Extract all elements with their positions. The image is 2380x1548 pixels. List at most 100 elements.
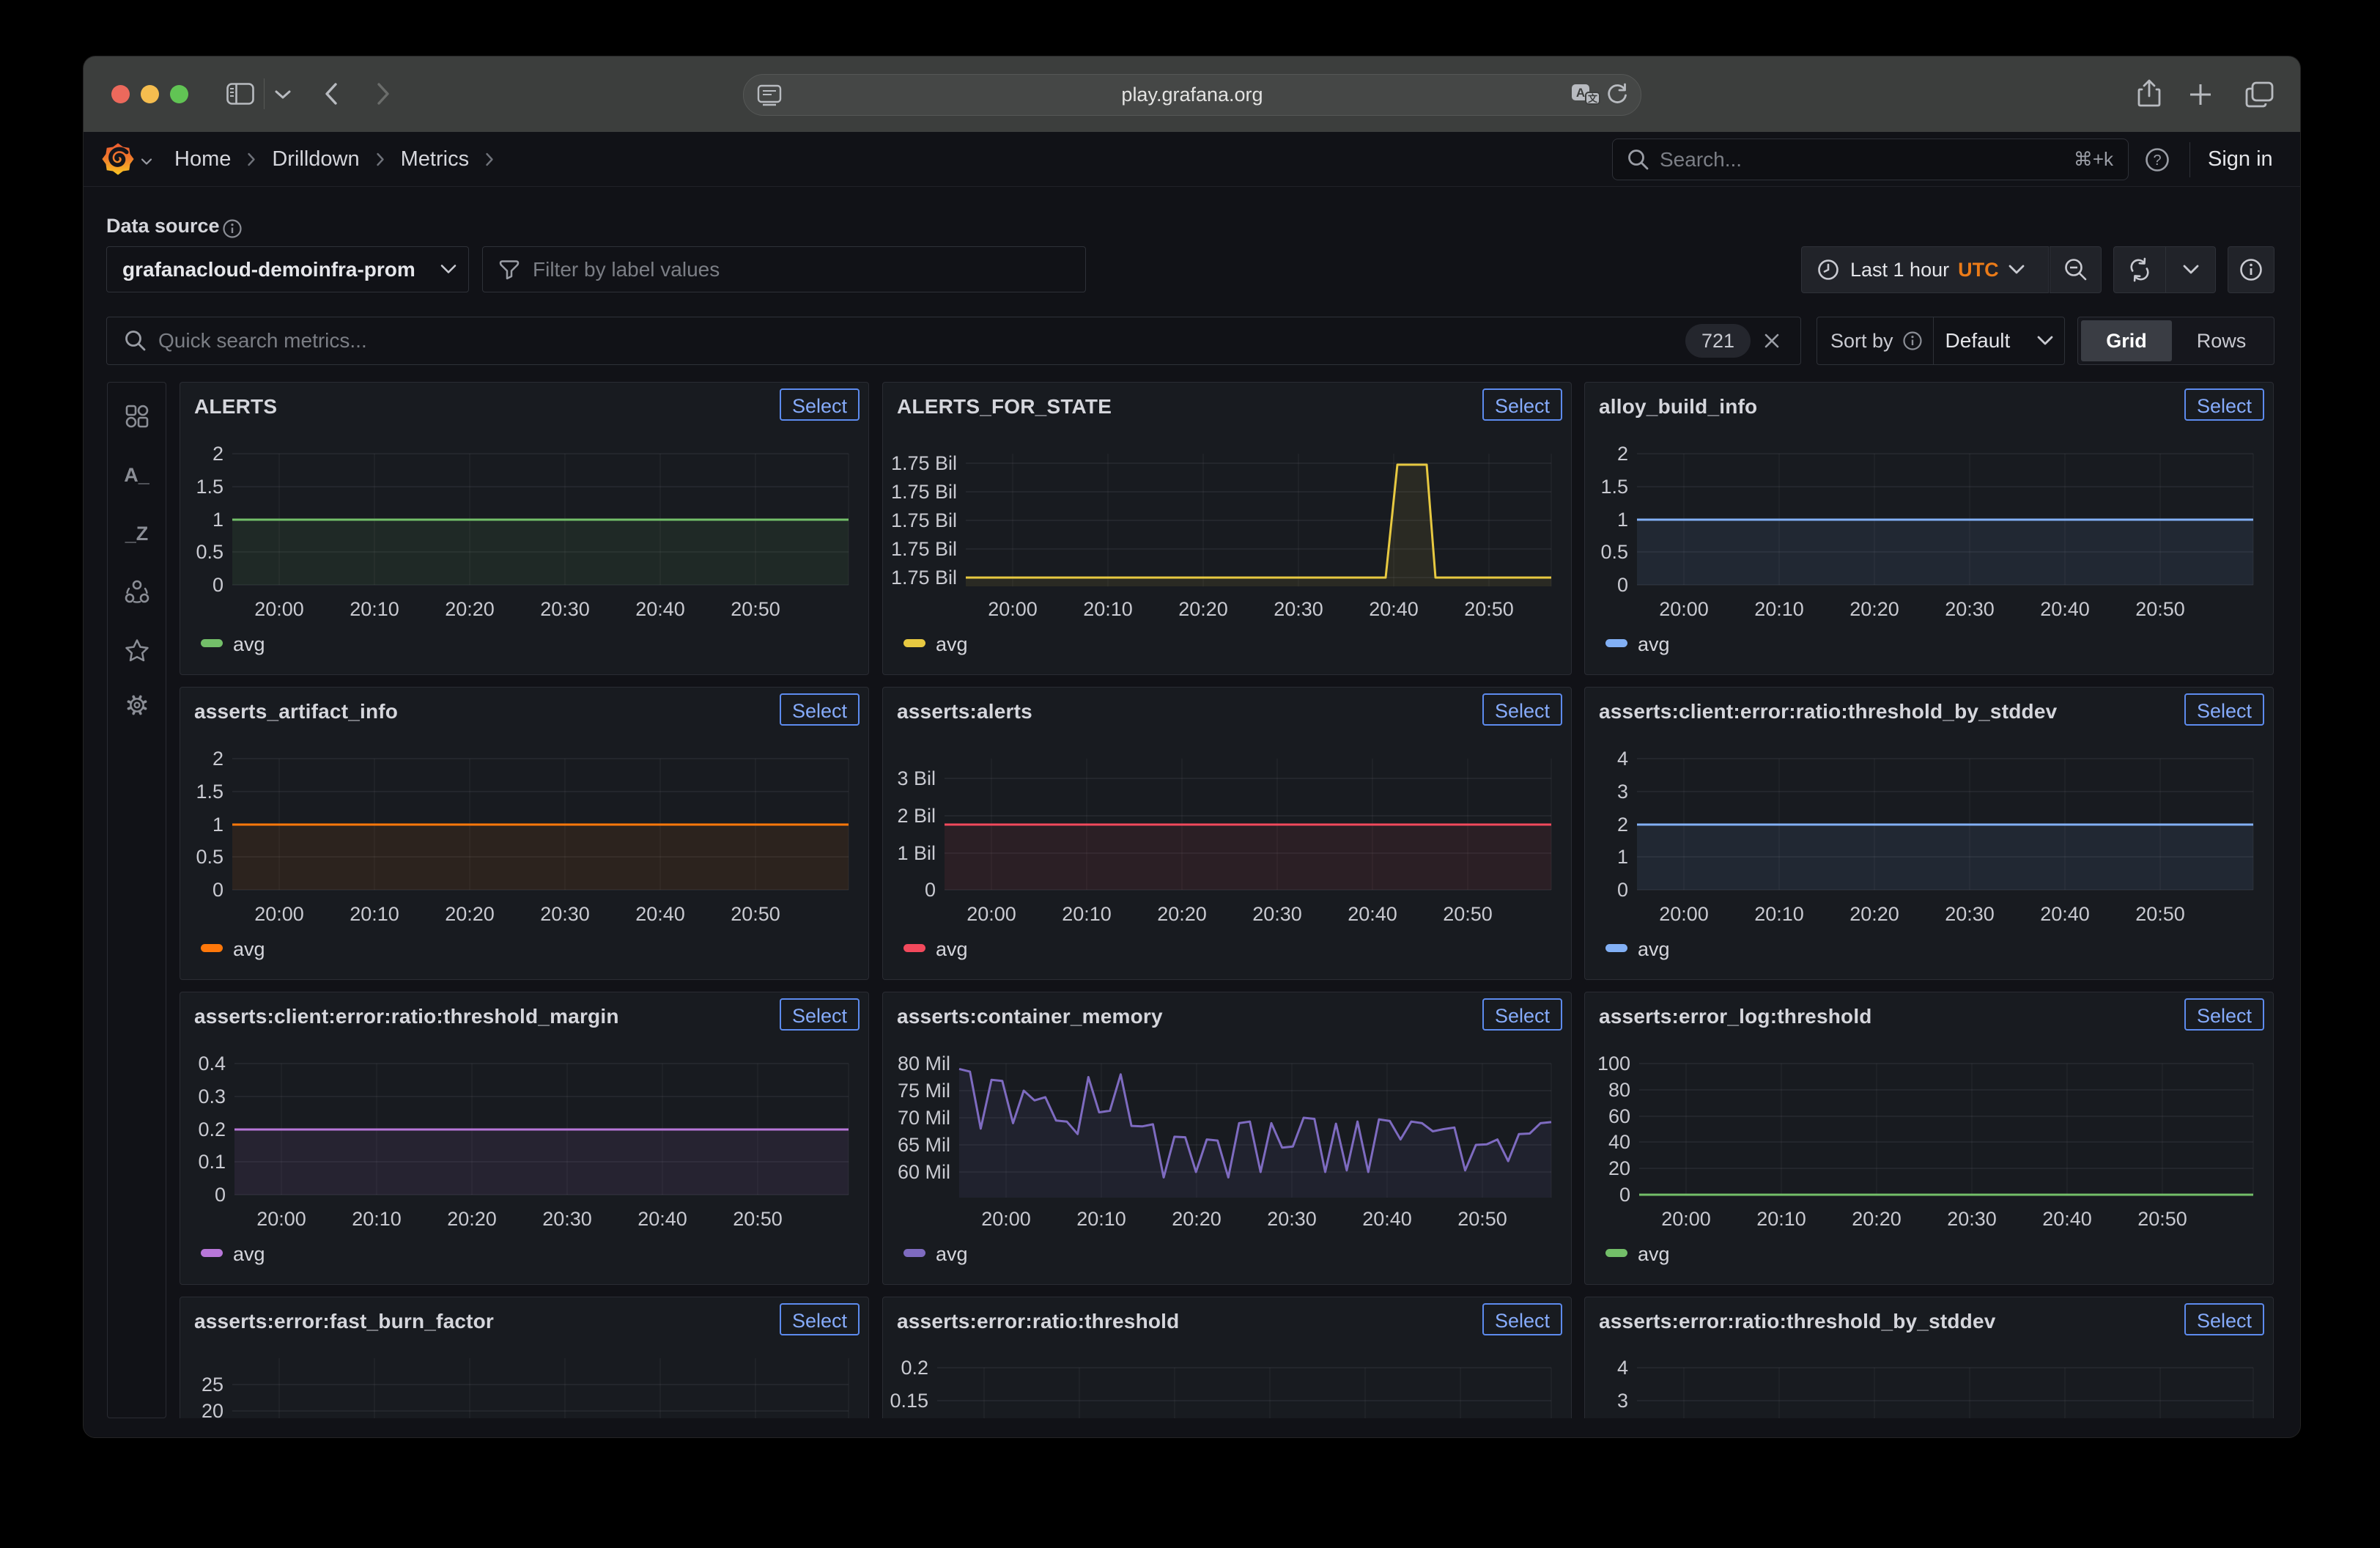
svg-text:1.75 Bil: 1.75 Bil (891, 567, 957, 589)
svg-text:0.2: 0.2 (198, 1118, 226, 1140)
svg-text:A: A (1576, 86, 1585, 100)
svg-text:20:50: 20:50 (733, 1208, 783, 1230)
svg-text:0.5: 0.5 (196, 846, 223, 868)
svg-text:2: 2 (212, 443, 223, 465)
svg-text:80 Mil: 80 Mil (898, 1053, 950, 1075)
svg-text:1: 1 (1617, 846, 1628, 868)
svg-text:1: 1 (1617, 509, 1628, 531)
svg-text:20:40: 20:40 (2042, 1208, 2092, 1230)
svg-text:2: 2 (1617, 814, 1628, 836)
svg-text:20: 20 (1608, 1157, 1630, 1179)
svg-text:20:40: 20:40 (638, 1208, 687, 1230)
svg-text:avg: avg (1638, 938, 1670, 960)
svg-text:40: 40 (1608, 1131, 1630, 1153)
svg-text:20:10: 20:10 (350, 598, 399, 620)
svg-text:20:00: 20:00 (254, 598, 304, 620)
svg-text:70 Mil: 70 Mil (898, 1107, 950, 1129)
svg-text:20:00: 20:00 (967, 903, 1016, 925)
svg-text:0.2: 0.2 (901, 1357, 928, 1379)
svg-text:0: 0 (1617, 574, 1628, 596)
svg-text:20:50: 20:50 (2135, 598, 2185, 620)
svg-text:65 Mil: 65 Mil (898, 1134, 950, 1156)
svg-text:20:20: 20:20 (1157, 903, 1207, 925)
svg-text:20:20: 20:20 (1852, 1208, 1902, 1230)
svg-text:60: 60 (1608, 1105, 1630, 1127)
svg-text:0.5: 0.5 (196, 541, 223, 563)
svg-text:20: 20 (202, 1400, 223, 1418)
svg-text:20:30: 20:30 (1267, 1208, 1317, 1230)
svg-text:25: 25 (202, 1374, 223, 1396)
svg-text:20:10: 20:10 (1754, 598, 1804, 620)
svg-text:20:50: 20:50 (1457, 1208, 1507, 1230)
svg-text:20:00: 20:00 (988, 598, 1038, 620)
svg-text:1 Bil: 1 Bil (897, 842, 936, 864)
svg-text:20:30: 20:30 (1945, 598, 1995, 620)
svg-text:2: 2 (212, 748, 223, 770)
svg-text:0.5: 0.5 (1600, 541, 1628, 563)
svg-text:20:20: 20:20 (1849, 598, 1899, 620)
svg-text:20:20: 20:20 (1172, 1208, 1222, 1230)
svg-text:20:30: 20:30 (1252, 903, 1302, 925)
svg-text:1: 1 (212, 814, 223, 836)
svg-text:avg: avg (936, 938, 968, 960)
svg-text:20:30: 20:30 (1947, 1208, 1997, 1230)
svg-text:20:00: 20:00 (1661, 1208, 1711, 1230)
svg-text:1.5: 1.5 (1600, 476, 1628, 498)
svg-text:20:40: 20:40 (1362, 1208, 1412, 1230)
svg-text:2 Bil: 2 Bil (897, 805, 936, 827)
svg-text:20:50: 20:50 (1464, 598, 1514, 620)
svg-text:1.5: 1.5 (196, 781, 223, 803)
svg-text:20:50: 20:50 (1443, 903, 1493, 925)
svg-text:0.3: 0.3 (198, 1086, 226, 1107)
svg-text:avg: avg (1638, 1243, 1670, 1265)
svg-text:0.15: 0.15 (890, 1390, 928, 1412)
svg-text:1: 1 (212, 509, 223, 531)
svg-text:20:40: 20:40 (1369, 598, 1419, 620)
svg-text:20:20: 20:20 (445, 598, 495, 620)
svg-text:20:30: 20:30 (1945, 903, 1995, 925)
svg-text:avg: avg (233, 938, 265, 960)
svg-text:20:00: 20:00 (981, 1208, 1031, 1230)
svg-text:20:20: 20:20 (447, 1208, 497, 1230)
svg-text:0: 0 (212, 574, 223, 596)
svg-text:60 Mil: 60 Mil (898, 1161, 950, 1183)
svg-text:3 Bil: 3 Bil (897, 767, 936, 789)
svg-text:avg: avg (936, 1243, 968, 1265)
svg-text:20:20: 20:20 (1178, 598, 1228, 620)
svg-text:0: 0 (925, 879, 936, 901)
svg-text:20:40: 20:40 (1348, 903, 1397, 925)
svg-text:20:50: 20:50 (2135, 903, 2185, 925)
svg-text:20:10: 20:10 (1083, 598, 1133, 620)
svg-text:4: 4 (1617, 748, 1628, 770)
svg-text:75 Mil: 75 Mil (898, 1080, 950, 1102)
svg-text:20:40: 20:40 (2040, 903, 2090, 925)
svg-text:20:50: 20:50 (2137, 1208, 2187, 1230)
svg-text:20:10: 20:10 (1756, 1208, 1806, 1230)
svg-text:文: 文 (1588, 93, 1598, 104)
svg-text:1.5: 1.5 (196, 476, 223, 498)
svg-text:20:30: 20:30 (540, 903, 590, 925)
svg-text:0: 0 (1619, 1184, 1630, 1206)
svg-text:20:50: 20:50 (731, 598, 780, 620)
svg-text:3: 3 (1617, 1390, 1628, 1412)
svg-text:20:10: 20:10 (350, 903, 399, 925)
svg-text:20:00: 20:00 (1659, 598, 1709, 620)
svg-text:20:10: 20:10 (1076, 1208, 1126, 1230)
svg-text:20:00: 20:00 (1659, 903, 1709, 925)
svg-text:2: 2 (1617, 443, 1628, 465)
svg-text:20:10: 20:10 (1754, 903, 1804, 925)
svg-text:avg: avg (936, 633, 968, 655)
svg-text:80: 80 (1608, 1079, 1630, 1101)
svg-text:20:00: 20:00 (254, 903, 304, 925)
svg-text:20:20: 20:20 (1849, 903, 1899, 925)
svg-text:0: 0 (212, 879, 223, 901)
svg-text:20:20: 20:20 (445, 903, 495, 925)
svg-text:20:10: 20:10 (352, 1208, 402, 1230)
svg-text:20:30: 20:30 (540, 598, 590, 620)
svg-text:20:30: 20:30 (1274, 598, 1323, 620)
svg-text:20:00: 20:00 (256, 1208, 306, 1230)
svg-text:1.75 Bil: 1.75 Bil (891, 538, 957, 560)
svg-text:0: 0 (1617, 879, 1628, 901)
svg-text:?: ? (2153, 152, 2161, 169)
svg-text:3: 3 (1617, 781, 1628, 803)
